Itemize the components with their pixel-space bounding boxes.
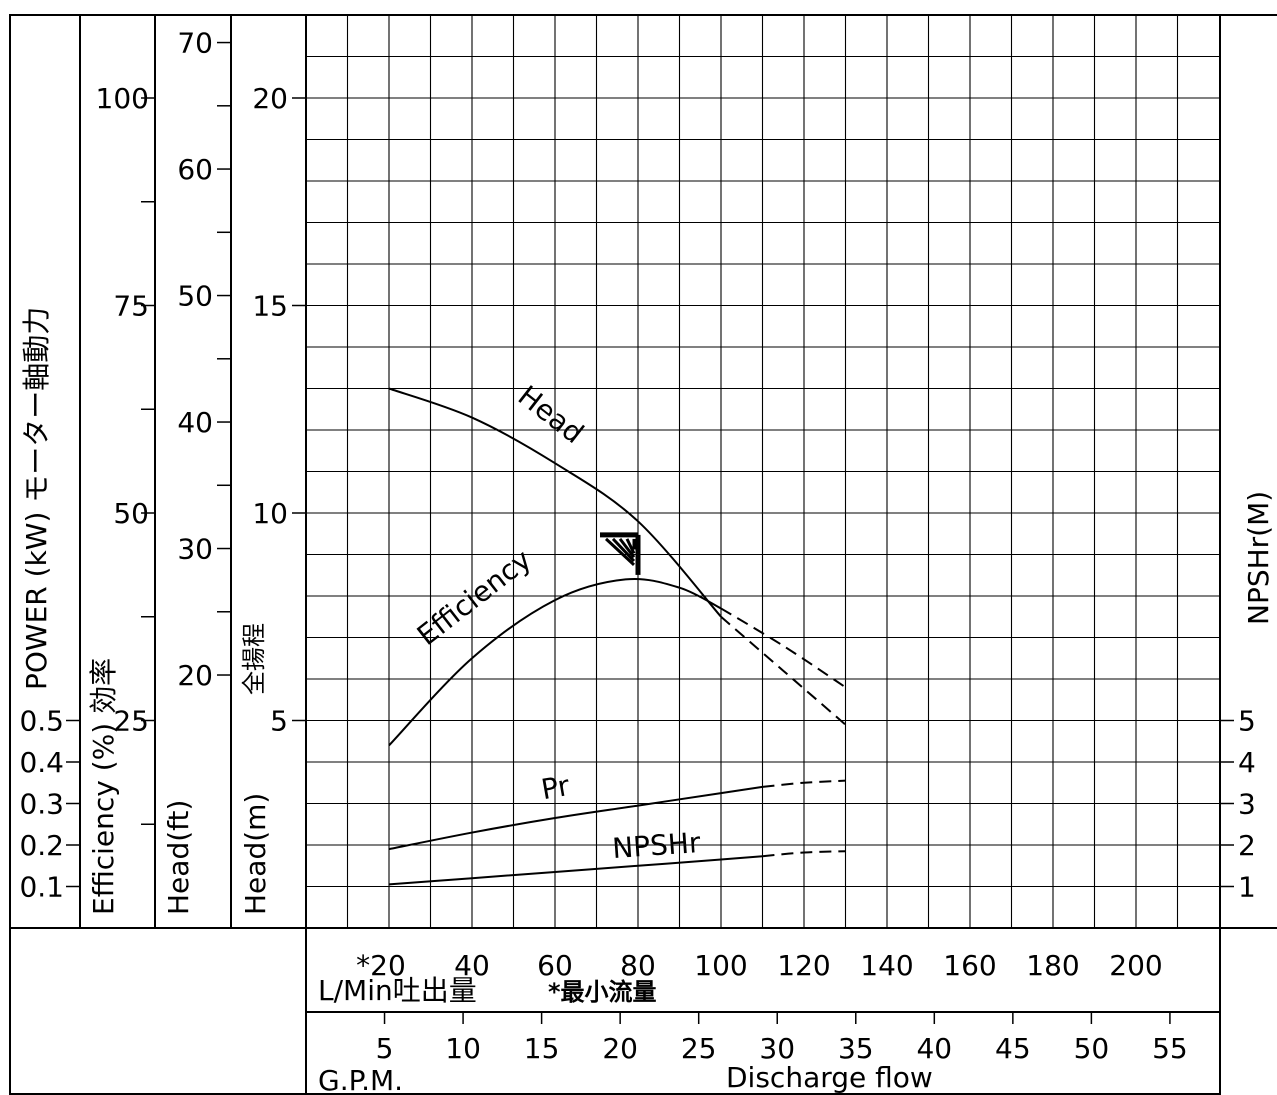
gpm-tick-label: 45 bbox=[995, 1032, 1031, 1065]
gpm-tick-label: 30 bbox=[759, 1032, 795, 1065]
efficiency-tick-label: 50 bbox=[113, 497, 149, 530]
gpm-tick-label: 20 bbox=[602, 1032, 638, 1065]
head-ft-tick-label: 50 bbox=[177, 280, 213, 313]
lpm-tick-label: 60 bbox=[537, 949, 573, 982]
npshr-tick-label: 4 bbox=[1238, 746, 1256, 779]
axis-ticks: 51015202030405060702550751000.10.20.30.4… bbox=[19, 27, 1256, 1024]
npshr-axis-title: NPSHr(M) bbox=[1242, 491, 1275, 625]
gpm-tick-label: 25 bbox=[681, 1032, 717, 1065]
min-flow-note: *最小流量 bbox=[548, 978, 657, 1006]
gpm-tick-label: 15 bbox=[524, 1032, 560, 1065]
lpm-axis-label: L/Min吐出量 bbox=[318, 974, 477, 1007]
head-m-axis-title: Head(m) bbox=[239, 793, 272, 915]
lpm-tick-label: 140 bbox=[860, 949, 913, 982]
efficiency-axis-title: Efficiency (%) 効率 bbox=[87, 658, 120, 915]
gpm-tick-label: 40 bbox=[916, 1032, 952, 1065]
head-m-tick-label: 10 bbox=[252, 497, 288, 530]
gpm-tick-label: 50 bbox=[1074, 1032, 1110, 1065]
pr-curve-dashed bbox=[762, 779, 846, 788]
plot-grid bbox=[306, 15, 1220, 928]
gpm-tick-label: 5 bbox=[376, 1032, 394, 1065]
npshr-curve-dashed bbox=[762, 850, 846, 858]
lpm-tick-label: 180 bbox=[1026, 949, 1079, 982]
pr-curve-solid bbox=[388, 785, 763, 851]
head-ft-tick-label: 30 bbox=[177, 533, 213, 566]
efficiency-curve-label: Efficiency bbox=[411, 543, 538, 652]
power-tick-label: 0.1 bbox=[19, 871, 64, 904]
outer-border bbox=[9, 14, 1221, 1095]
lpm-tick-label: 120 bbox=[777, 949, 830, 982]
npshr-curve-solid bbox=[388, 855, 763, 886]
labels: POWER (kW) モーター軸動力 Efficiency (%) 効率 Hea… bbox=[20, 307, 1275, 1095]
head-m-tick-label: 15 bbox=[252, 290, 288, 323]
gpm-tick-label: 55 bbox=[1152, 1032, 1188, 1065]
efficiency-tick-label: 100 bbox=[96, 82, 149, 115]
gpm-axis-label: G.P.M. bbox=[318, 1064, 403, 1095]
head-ft-axis-title: Head(ft) bbox=[162, 800, 195, 915]
npshr-tick-label: 1 bbox=[1238, 871, 1256, 904]
npshr-tick-label: 3 bbox=[1238, 788, 1256, 821]
discharge-flow-label: Discharge flow bbox=[726, 1061, 933, 1094]
power-tick-label: 0.3 bbox=[19, 788, 64, 821]
duty-point-hatch bbox=[618, 537, 636, 559]
duty-point-hatch bbox=[611, 537, 636, 563]
head-curve-dashed bbox=[720, 615, 847, 726]
head-m-tick-label: 5 bbox=[270, 705, 288, 738]
head-ft-tick-label: 20 bbox=[177, 659, 213, 692]
efficiency-curve-solid bbox=[388, 577, 722, 747]
lpm-tick-label: 80 bbox=[620, 949, 656, 982]
power-tick-label: 0.4 bbox=[19, 746, 64, 779]
head-m-tick-label: 20 bbox=[252, 82, 288, 115]
npshr-tick-label: 2 bbox=[1238, 829, 1256, 862]
npshr-curve-label: NPSHr bbox=[611, 826, 702, 865]
head-curve-label: Head bbox=[512, 379, 590, 450]
power-axis-title: POWER (kW) モーター軸動力 bbox=[20, 307, 53, 690]
chart-frame bbox=[9, 14, 1277, 1095]
head-ft-tick-label: 70 bbox=[177, 27, 213, 60]
head-m-axis-title-jp: 全揚程 bbox=[240, 623, 268, 695]
pr-curve-label: Pr bbox=[539, 769, 573, 806]
efficiency-tick-label: 75 bbox=[113, 290, 149, 323]
head-curve-solid bbox=[388, 387, 722, 618]
power-tick-label: 0.5 bbox=[19, 705, 64, 738]
power-tick-label: 0.2 bbox=[19, 829, 64, 862]
gpm-tick-label: 10 bbox=[445, 1032, 481, 1065]
head-ft-tick-label: 60 bbox=[177, 153, 213, 186]
lpm-tick-label: 200 bbox=[1109, 949, 1162, 982]
head-ft-tick-label: 40 bbox=[177, 406, 213, 439]
npshr-tick-label: 5 bbox=[1238, 705, 1256, 738]
gpm-tick-label: 35 bbox=[838, 1032, 874, 1065]
duty-point-marker bbox=[600, 532, 641, 575]
efficiency-tick-label: 25 bbox=[113, 705, 149, 738]
lpm-tick-label: 160 bbox=[943, 949, 996, 982]
curves bbox=[388, 387, 847, 886]
lpm-tick-label: *20 bbox=[356, 949, 406, 982]
efficiency-curve-dashed bbox=[720, 607, 847, 689]
duty-point-hatch bbox=[625, 538, 636, 555]
lpm-tick-label: 100 bbox=[694, 949, 747, 982]
duty-point-hatch bbox=[604, 537, 636, 566]
lpm-tick-label: 40 bbox=[454, 949, 490, 982]
